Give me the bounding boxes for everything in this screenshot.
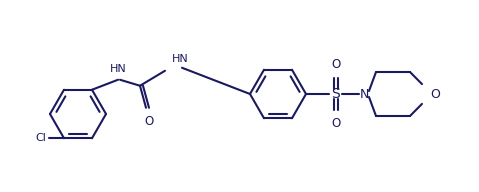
- Text: HN: HN: [110, 64, 127, 74]
- Text: N: N: [359, 88, 369, 100]
- Text: O: O: [331, 117, 341, 130]
- Text: O: O: [331, 58, 341, 71]
- Text: O: O: [430, 88, 440, 100]
- Text: HN: HN: [172, 54, 189, 64]
- Text: Cl: Cl: [35, 133, 46, 143]
- Text: S: S: [331, 87, 341, 101]
- Text: O: O: [144, 115, 154, 128]
